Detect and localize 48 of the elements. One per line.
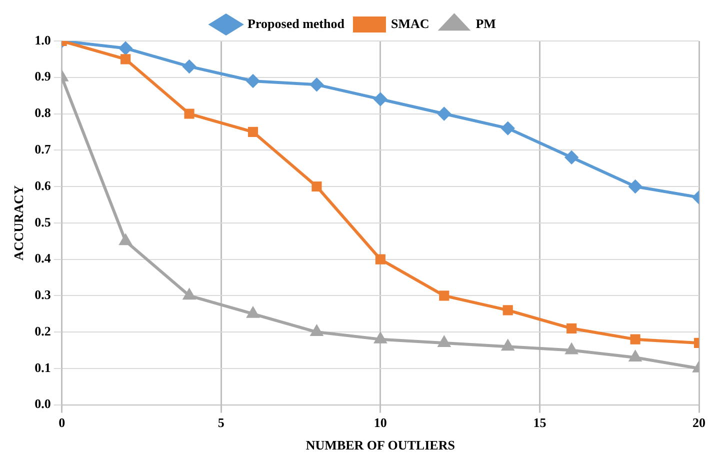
y-tick-label: 0.4 [34,250,52,266]
x-tick-label: 0 [58,414,66,430]
y-tick-label: 0.7 [34,142,52,156]
point [246,74,260,88]
point [374,92,387,106]
point [119,42,132,55]
point [501,122,514,135]
point [628,180,642,194]
x-tick-label: 5 [218,414,225,430]
y-tick-label: 0.2 [34,323,51,338]
point [247,307,259,318]
point [439,290,450,301]
point [312,181,322,192]
point [502,340,514,351]
point [120,234,132,246]
point [184,108,194,119]
point [183,289,196,300]
x-tick-label: 10 [374,414,387,430]
point [182,60,196,73]
point [438,107,451,120]
point [375,254,386,264]
legend-label: SMAC [390,16,430,31]
point [310,326,323,336]
legend-label: Proposed method [248,16,346,31]
point [565,150,578,164]
point [310,78,324,92]
y-tick-label: 0.6 [34,178,52,193]
y-tick-label: 0.8 [34,105,52,120]
x-axis-title: NUMBER OF OUTLIERS [306,438,455,453]
y-tick-label: 0.0 [34,396,51,412]
point [566,323,577,334]
point [630,334,640,344]
point [120,54,131,64]
y-tick-label: 0.9 [34,68,52,84]
x-tick-label: 15 [533,414,547,430]
point [438,336,450,347]
point [566,344,578,354]
point [629,351,642,362]
y-tick-label: 0.1 [34,360,51,375]
y-axis-title: ACCURACY [11,184,26,260]
legend-label: PM [476,16,496,31]
y-tick-label: 0.5 [34,214,52,230]
y-tick-label: 0.3 [34,287,52,302]
point [248,126,258,137]
point [502,305,513,316]
point [374,332,386,344]
y-tick-label: 1.0 [34,32,51,48]
x-tick-label: 20 [692,414,706,430]
